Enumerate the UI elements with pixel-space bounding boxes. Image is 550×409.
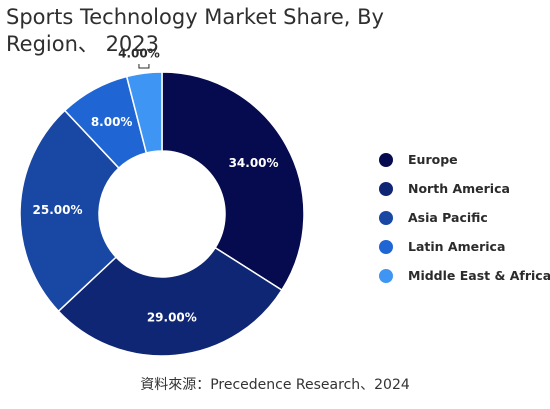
legend-item-europe: Europe — [379, 145, 549, 174]
data-label-asia-pacific: 25.00% — [33, 203, 83, 217]
source-note: 資料來源：Precedence Research、2024 — [140, 377, 410, 393]
legend-swatch — [379, 268, 393, 283]
slice-europe — [161, 71, 305, 292]
data-label-europe: 34.00% — [229, 156, 279, 170]
slice-middle-east-and-africa — [125, 71, 163, 154]
legend-item-latin-america: Latin America — [379, 232, 549, 261]
legend-swatch — [379, 181, 393, 196]
data-label-north-america: 29.00% — [147, 311, 197, 325]
slice-north-america — [57, 246, 283, 357]
chart-title: Sports Technology Market Share, By Regio… — [6, 5, 384, 56]
legend-swatch — [379, 152, 393, 167]
legend-item-north-america: North America — [379, 174, 549, 203]
legend-swatch — [379, 210, 393, 225]
legend-label: Asia Pacific — [408, 210, 488, 225]
legend-label: North America — [408, 181, 510, 196]
legend-label: Europe — [408, 152, 458, 167]
slice-asia-pacific — [19, 109, 120, 313]
legend-label: Latin America — [408, 239, 506, 254]
chart-legend: Europe North America Asia Pacific Latin Ame… — [379, 145, 550, 290]
donut-slices — [19, 71, 305, 357]
legend-swatch — [379, 239, 393, 254]
data-label-middle-east-and-africa: 4.00% — [118, 47, 160, 61]
legend-item-middle-east-and-africa: Middle East & Africa — [379, 261, 550, 290]
leader-line-middle-east-and-africa — [138, 64, 150, 69]
legend-label: Middle East & Africa — [408, 268, 550, 283]
legend-item-asia-pacific: Asia Pacific — [379, 203, 549, 232]
data-label-latin-america: 8.00% — [91, 115, 133, 129]
donut-data-labels: 34.00% 29.00% 25.00% 8.00% 4.00% — [33, 47, 279, 325]
